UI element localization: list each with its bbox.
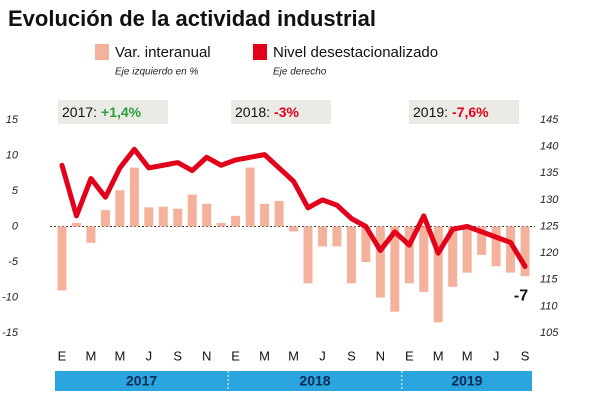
note-label: 2017: [62, 104, 97, 120]
legend-label: Nivel desestacionalizado [273, 44, 438, 61]
bar [245, 167, 255, 227]
x-tick-label: M [288, 348, 299, 363]
y-tick-label: -5 [8, 256, 19, 268]
note-box [58, 100, 168, 124]
value-label: -7 [514, 287, 528, 304]
bar [303, 226, 313, 284]
bar [346, 226, 356, 284]
bar [187, 194, 197, 227]
bar [158, 206, 168, 227]
legend-note: Eje izquierdo en % [115, 67, 198, 78]
x-tick-label: S [173, 348, 182, 363]
y2-tick-label: 110 [540, 300, 558, 312]
bar [390, 226, 400, 312]
y2-tick-label: 125 [540, 220, 559, 232]
y-tick-label: 0 [12, 220, 19, 232]
note-box [409, 100, 519, 124]
bar [506, 226, 516, 273]
bar [419, 226, 429, 292]
y-tick-label: 10 [6, 149, 19, 161]
bar [433, 226, 443, 323]
bar [332, 226, 342, 247]
y-tick-label: -15 [2, 327, 19, 339]
year-label: 2017 [126, 373, 157, 389]
x-tick-label: M [259, 348, 270, 363]
year-label: 2018 [299, 373, 330, 389]
y-tick-label: -10 [2, 291, 19, 303]
note-value: -7,6% [452, 104, 489, 120]
legend-swatch [95, 44, 109, 60]
bar [173, 208, 183, 227]
legend-swatch [253, 44, 267, 60]
x-tick-label: M [114, 348, 125, 363]
note-label: 2019: [413, 104, 448, 120]
bar [448, 226, 458, 287]
bar [260, 203, 270, 227]
x-tick-label: J [319, 348, 326, 363]
bar [144, 207, 154, 227]
x-tick-label: N [376, 348, 385, 363]
note-box [231, 100, 331, 124]
y2-tick-label: 140 [540, 141, 559, 153]
note-value: -3% [274, 104, 299, 120]
bar [231, 215, 241, 227]
bar [520, 226, 530, 277]
x-tick-label: J [146, 348, 153, 363]
bar [100, 210, 110, 227]
y2-tick-label: 115 [540, 274, 558, 286]
bar [202, 203, 212, 227]
x-tick-label: M [462, 348, 473, 363]
x-tick-label: J [493, 348, 500, 363]
bar [375, 226, 385, 298]
x-tick-label: M [86, 348, 97, 363]
chart-title: Evolución de la actividad industrial [8, 6, 376, 31]
y2-tick-label: 120 [540, 247, 559, 259]
x-tick-label: S [521, 348, 530, 363]
y-tick-label: 5 [12, 185, 19, 197]
note: 2018: -3% [235, 104, 299, 120]
bar [361, 226, 371, 262]
bar [71, 222, 81, 227]
x-tick-label: E [405, 348, 414, 363]
note: 2019: -7,6% [413, 104, 489, 120]
bar [86, 226, 96, 243]
line [59, 146, 528, 269]
y2-tick-label: 145 [540, 114, 559, 126]
x-tick-label: E [231, 348, 240, 363]
bar [289, 226, 299, 232]
bar [274, 200, 284, 227]
x-tick-label: M [433, 348, 444, 363]
legend-label: Var. interanual [115, 44, 211, 61]
y2-tick-label: 135 [540, 167, 559, 179]
y2-tick-label: 105 [540, 327, 559, 339]
bar [462, 226, 472, 273]
bar [317, 226, 327, 247]
year-label: 2019 [451, 373, 482, 389]
note-label: 2018: [235, 104, 270, 120]
bar [115, 190, 125, 227]
legend-note: Eje derecho [273, 67, 327, 78]
bar [216, 222, 226, 227]
bar [491, 226, 501, 267]
y2-tick-label: 130 [540, 194, 559, 206]
bar [57, 226, 67, 291]
year-band [55, 371, 532, 391]
bar [129, 167, 139, 227]
note-value: +1,4% [101, 104, 142, 120]
x-tick-label: N [202, 348, 211, 363]
y-tick-label: 15 [6, 114, 19, 126]
bar [477, 226, 487, 255]
bar [404, 226, 414, 284]
note: 2017: +1,4% [62, 104, 142, 120]
x-tick-label: S [347, 348, 356, 363]
x-tick-label: E [58, 348, 67, 363]
